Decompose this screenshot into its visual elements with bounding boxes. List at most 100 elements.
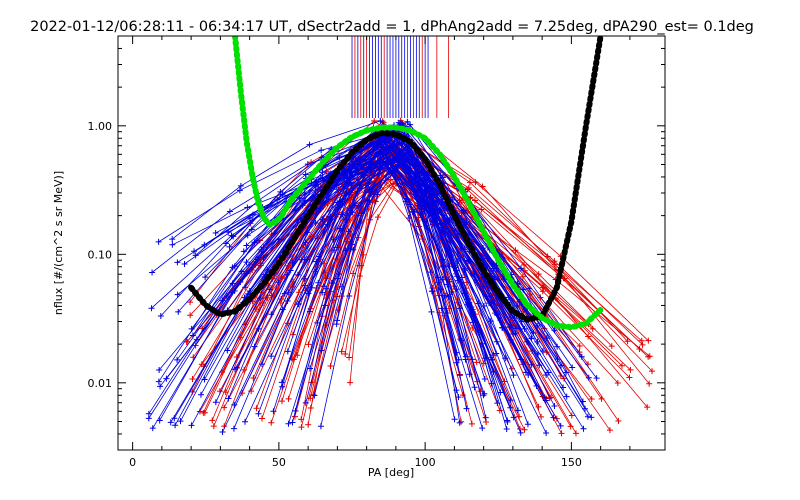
blue-trace-marker <box>274 196 281 203</box>
blue-trace-marker <box>251 343 258 350</box>
green-fit-curve <box>232 36 604 331</box>
blue-trace-marker <box>219 428 226 435</box>
blue-trace-marker <box>226 208 233 215</box>
blue-trace-marker <box>560 384 567 391</box>
red-trace-marker <box>346 354 353 361</box>
blue-trace-marker <box>230 425 237 432</box>
blue-trace-marker <box>334 199 341 206</box>
blue-trace-marker <box>302 282 309 289</box>
blue-trace-marker <box>343 216 350 223</box>
blue-trace-marker <box>255 410 262 417</box>
blue-trace-marker <box>478 252 485 259</box>
blue-trace-marker <box>268 311 275 318</box>
red-trace-marker <box>521 261 528 268</box>
blue-trace-marker <box>304 161 311 168</box>
blue-trace-marker <box>231 401 238 408</box>
blue-trace-marker <box>499 324 506 331</box>
blue-trace-marker <box>428 209 435 216</box>
red-trace-marker <box>342 351 349 358</box>
blue-trace-marker <box>319 216 326 223</box>
blue-trace-marker <box>543 371 550 378</box>
blue-trace-marker <box>346 292 353 299</box>
blue-trace-marker <box>578 353 585 360</box>
red-trace-marker <box>456 197 463 204</box>
blue-trace-marker <box>455 394 462 401</box>
blue-trace-marker <box>177 418 184 425</box>
blue-trace-marker <box>480 392 487 399</box>
blue-trace-marker <box>172 422 179 429</box>
blue-trace-marker <box>277 188 284 195</box>
blue-trace-marker <box>243 259 250 266</box>
red-trace-marker <box>551 261 558 268</box>
y-tick-label: 1.00 <box>88 120 113 133</box>
blue-trace-marker <box>504 418 511 425</box>
black-fit-curve <box>188 36 604 323</box>
blue-trace-marker <box>454 277 461 284</box>
red-trace-marker <box>644 404 651 411</box>
red-trace-marker <box>201 409 208 416</box>
blue-trace-marker <box>242 418 249 425</box>
blue-trace-marker <box>482 414 489 421</box>
blue-trace-marker <box>507 397 514 404</box>
x-axis-label: PA [deg] <box>368 466 414 479</box>
blue-trace-marker <box>444 309 451 316</box>
red-trace-marker <box>588 396 595 403</box>
red-trace-marker <box>608 343 615 350</box>
blue-trace-marker <box>410 209 417 216</box>
blue-trace-marker <box>554 343 561 350</box>
blue-trace-marker <box>243 242 250 249</box>
blue-trace-marker <box>417 198 424 205</box>
spike-lines <box>351 36 449 119</box>
red-trace-marker <box>646 380 653 387</box>
blue-trace-marker <box>582 405 589 412</box>
blue-trace-marker <box>510 414 517 421</box>
blue-trace-marker <box>463 405 470 412</box>
red-trace-marker <box>567 423 574 430</box>
blue-trace-marker <box>249 211 256 218</box>
blue-trace-marker <box>317 205 324 212</box>
x-tick-label: 0 <box>129 456 136 469</box>
blue-trace-marker <box>517 429 524 436</box>
blue-trace-marker <box>155 378 162 385</box>
red-trace-marker <box>521 426 528 433</box>
blue-trace-marker <box>438 286 445 293</box>
red-trace-marker <box>568 412 575 419</box>
blue-trace-marker <box>543 430 550 437</box>
blue-trace-marker <box>174 259 181 266</box>
blue-trace-marker <box>551 403 558 410</box>
blue-trace-marker <box>285 420 292 427</box>
red-trace-marker <box>298 424 305 431</box>
blue-trace-marker <box>429 199 436 206</box>
blue-trace-marker <box>319 289 326 296</box>
blue-trace-marker <box>244 232 251 239</box>
blue-trace-marker <box>524 421 531 428</box>
blue-trace-marker <box>225 395 232 402</box>
blue-trace-marker <box>248 226 255 233</box>
blue-trace-marker <box>515 407 522 414</box>
blue-trace-marker <box>202 274 209 281</box>
blue-trace-marker <box>347 245 354 252</box>
blue-trace-marker <box>585 374 592 381</box>
red-trace-marker <box>626 374 633 381</box>
blue-trace-marker <box>301 275 308 282</box>
red-trace-marker <box>649 368 656 375</box>
red-trace-marker <box>468 420 475 427</box>
blue-trace-marker <box>289 259 296 266</box>
blue-trace-marker <box>530 329 537 336</box>
blue-trace-marker <box>244 204 251 211</box>
red-trace-marker <box>298 416 305 423</box>
blue-trace-marker <box>289 419 296 426</box>
red-trace-marker <box>221 404 228 411</box>
red-trace-marker <box>627 366 634 373</box>
blue-trace-marker <box>149 425 156 432</box>
blue-trace-marker <box>257 295 264 302</box>
blue-trace-marker <box>451 416 458 423</box>
blue-trace-marker <box>345 179 352 186</box>
blue-trace-marker <box>521 325 528 332</box>
blue-trace-marker <box>242 284 249 291</box>
blue-trace-marker <box>481 302 488 309</box>
blue-trace-marker <box>478 274 485 281</box>
red-trace-marker <box>189 375 196 382</box>
blue-trace-marker <box>463 219 470 226</box>
